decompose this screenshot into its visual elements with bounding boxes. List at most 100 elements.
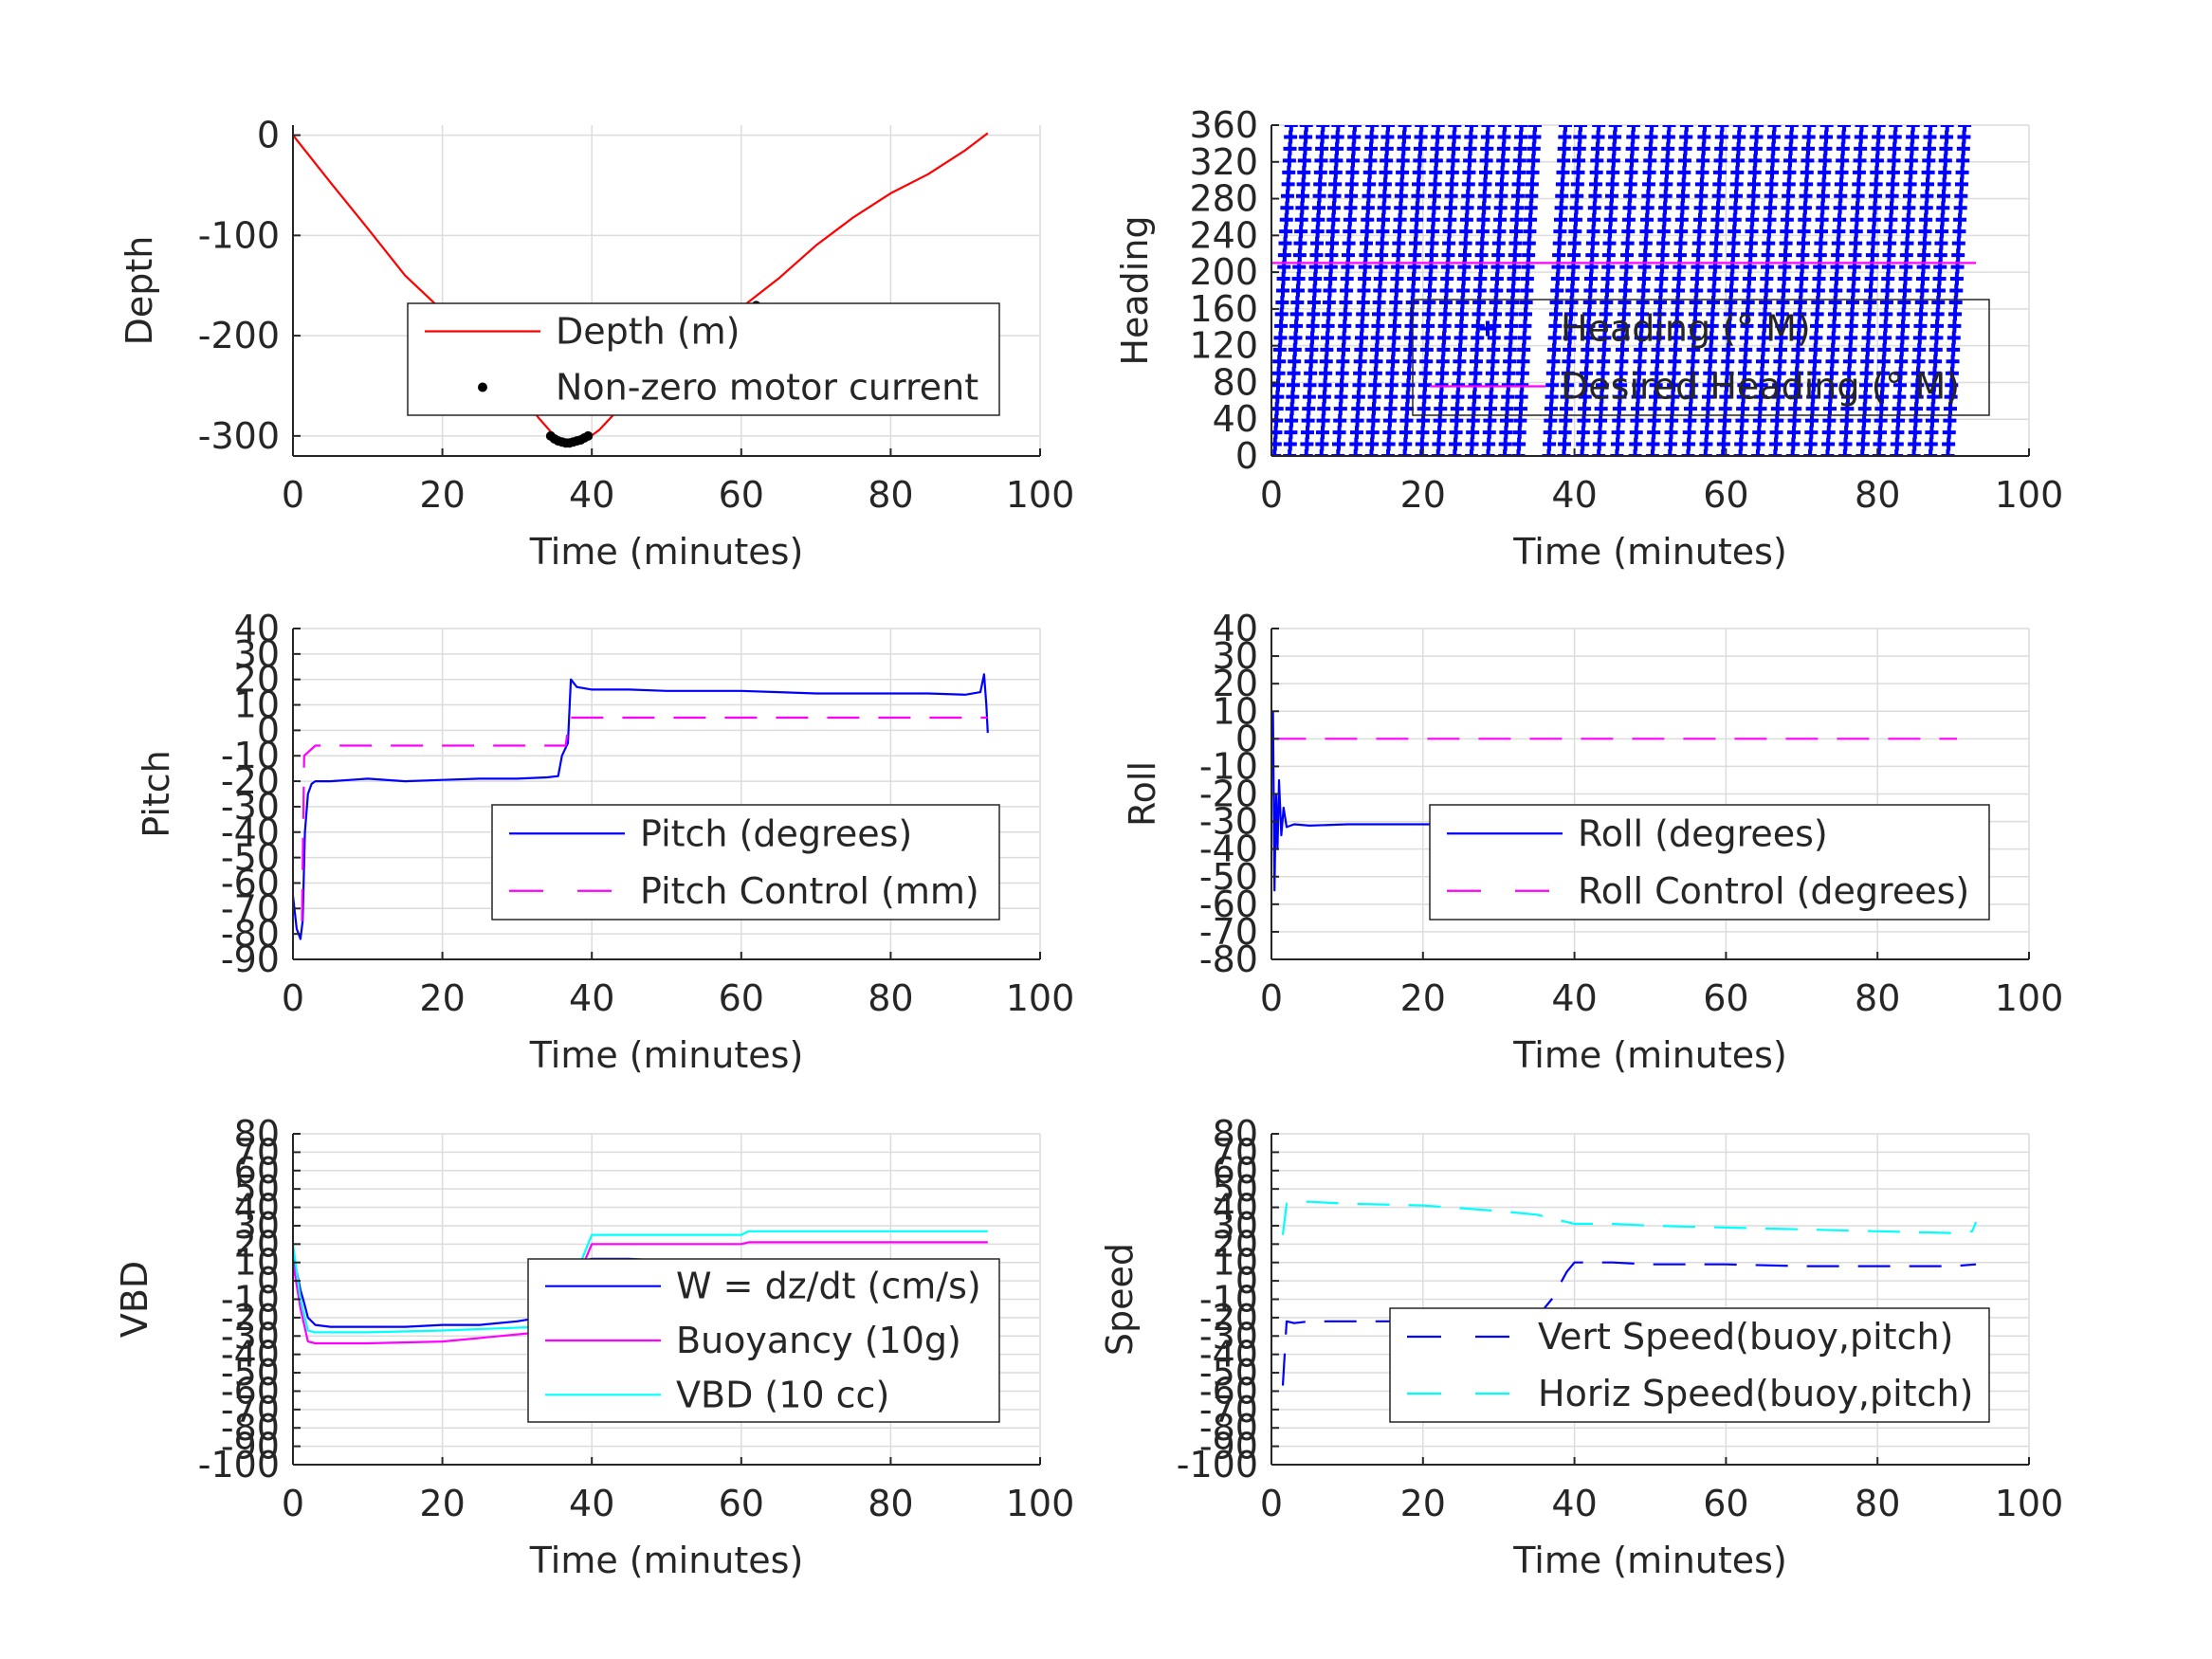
heading-point: [1364, 449, 1379, 456]
heading-point: [1668, 342, 1682, 356]
y-tick-label: -30: [1199, 801, 1258, 843]
heading-point: [1594, 413, 1608, 428]
heading-point: [1894, 355, 1909, 369]
heading-point: [1582, 307, 1597, 321]
heading-point: [1708, 272, 1722, 286]
x-tick-label: 60: [1703, 1483, 1748, 1524]
heading-point: [1459, 212, 1473, 227]
heading-point: [1375, 236, 1389, 250]
heading-point: [1662, 125, 1676, 132]
y-tick-label: -30: [221, 786, 280, 828]
legend-label: Desired Heading (° M): [1561, 366, 1960, 408]
heading-point: [1592, 449, 1606, 456]
heading-point: [1281, 189, 1295, 203]
y-tick-label: 0: [1235, 435, 1258, 477]
heading-point: [1737, 366, 1751, 380]
heading-point: [1824, 378, 1838, 392]
y-tick-label: 240: [1189, 214, 1258, 256]
heading-point: [1634, 342, 1648, 356]
heading-point: [1924, 449, 1938, 456]
heading-point: [1585, 236, 1600, 250]
heading-point: [1587, 212, 1601, 227]
heading-point: [1919, 212, 1933, 227]
heading-point: [1670, 307, 1684, 321]
heading-point: [1856, 426, 1871, 440]
heading-point: [1913, 319, 1928, 333]
y-tick-label: 0: [257, 709, 280, 751]
heading-point: [1610, 437, 1624, 451]
heading-point: [1489, 307, 1503, 321]
heading-point: [1419, 342, 1434, 356]
heading-point: [1643, 154, 1657, 168]
heading-point: [1856, 437, 1870, 451]
heading-point: [1910, 366, 1925, 380]
y-tick-label: 70: [234, 1131, 280, 1173]
series-line: [1281, 1261, 1977, 1386]
heading-point: [1498, 125, 1512, 132]
heading-point: [1845, 307, 1859, 321]
heading-point: [1424, 248, 1438, 263]
heading-point: [1348, 449, 1362, 456]
heading-point: [1562, 355, 1576, 369]
heading-point: [1507, 272, 1521, 286]
heading-point: [1422, 283, 1436, 298]
heading-point: [1563, 307, 1578, 321]
legend-marker: [478, 382, 487, 392]
y-axis-label: Roll: [1122, 761, 1163, 827]
heading-point: [1924, 125, 1938, 132]
heading-point: [1272, 342, 1287, 356]
heading-point: [1693, 212, 1708, 227]
heading-point: [1520, 283, 1534, 298]
heading-point: [1321, 319, 1335, 333]
heading-point: [1550, 272, 1564, 286]
heading-point: [1317, 390, 1331, 404]
heading-point: [1600, 295, 1614, 309]
heading-point: [1850, 212, 1864, 227]
heading-point: [1273, 331, 1288, 345]
heading-point: [1285, 402, 1299, 416]
y-tick-label: -100: [1177, 1444, 1258, 1486]
x-axis-label: Time (minutes): [1512, 1034, 1787, 1076]
heading-point: [1315, 437, 1329, 451]
heading-point: [1902, 201, 1916, 215]
heading-point: [1839, 413, 1854, 428]
y-tick-label: -80: [1199, 939, 1258, 980]
heading-point: [1734, 426, 1748, 440]
heading-point: [1657, 212, 1672, 227]
heading-point: [1606, 165, 1620, 179]
heading-point: [1728, 225, 1742, 239]
heading-point: [1311, 201, 1325, 215]
heading-point: [1890, 437, 1904, 451]
heading-point: [1524, 212, 1538, 227]
heading-point: [1493, 201, 1508, 215]
heading-point: [1604, 201, 1618, 215]
heading-point: [1485, 366, 1499, 380]
heading-point: [1394, 201, 1408, 215]
heading-point: [1527, 130, 1542, 144]
heading-point: [1581, 331, 1595, 345]
heading-point: [1560, 390, 1574, 404]
heading-point: [1503, 355, 1517, 369]
heading-point: [1347, 125, 1362, 132]
heading-point: [1741, 295, 1755, 309]
heading-point: [1849, 225, 1863, 239]
heading-point: [1930, 307, 1945, 321]
heading-point: [1779, 248, 1793, 263]
heading-point: [1901, 212, 1915, 227]
heading-point: [1728, 212, 1742, 227]
heading-point: [1315, 130, 1329, 144]
heading-point: [1893, 366, 1908, 380]
legend-box: [1412, 299, 1990, 416]
heading-point: [1787, 413, 1801, 428]
heading-point: [1425, 236, 1439, 250]
heading-point: [1301, 426, 1315, 440]
y-tick-label: 20: [1213, 663, 1258, 704]
heading-point: [1589, 177, 1603, 191]
heading-point: [1326, 201, 1341, 215]
heading-point: [1618, 283, 1633, 298]
heading-point: [1403, 342, 1417, 356]
heading-point: [1430, 141, 1444, 155]
heading-point: [1475, 236, 1490, 250]
heading-point: [1678, 141, 1692, 155]
heading-point: [1686, 355, 1700, 369]
